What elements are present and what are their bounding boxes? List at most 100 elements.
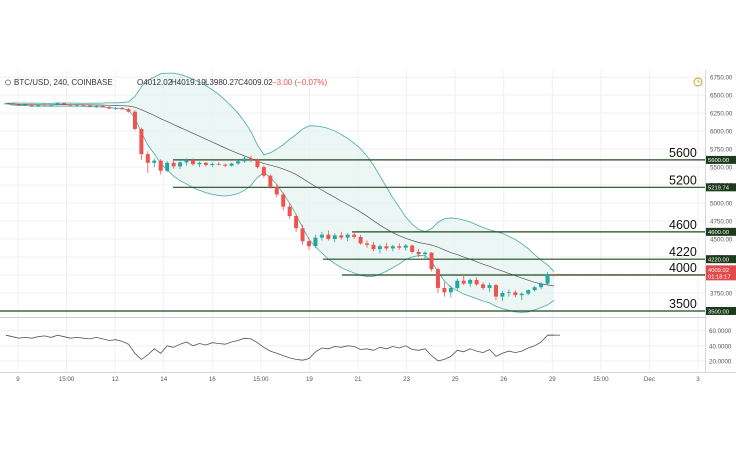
level-label-5200: 5200: [669, 173, 697, 187]
candle-body: [229, 163, 234, 166]
candle-body: [397, 246, 402, 248]
candle-body: [268, 175, 273, 187]
candle-body: [461, 280, 466, 284]
candle-body: [500, 292, 505, 297]
candle-body: [171, 162, 176, 167]
candle-body: [326, 234, 331, 240]
candle-body: [242, 158, 247, 162]
candle-body: [455, 280, 460, 288]
candle-body: [493, 285, 498, 297]
candle-body: [300, 228, 305, 242]
candle-body: [390, 246, 395, 249]
candle-body: [62, 103, 67, 105]
candle-body: [248, 158, 253, 160]
candle-body: [216, 163, 221, 165]
candle-body: [345, 234, 350, 238]
lower-band-line: [5, 102, 555, 313]
candle-body: [165, 162, 170, 171]
chart-header: BTC/USD, 240, COINBASE O4012.02 H4019.19…: [5, 78, 327, 87]
candle-body: [29, 104, 34, 106]
open-value: O4012.02: [137, 78, 173, 87]
candle-body: [481, 284, 486, 288]
time-tick-label: 9: [16, 376, 20, 383]
candle-body: [87, 105, 92, 107]
level-label-5600: 5600: [669, 146, 697, 160]
candle-body: [416, 251, 421, 255]
candle-body: [539, 283, 544, 288]
candle-body: [113, 107, 118, 109]
candle-body: [81, 105, 86, 106]
candle-body: [49, 104, 54, 106]
level-label-4600: 4600: [669, 218, 697, 232]
candle-body: [255, 159, 260, 168]
candle-body: [178, 162, 183, 167]
level-tag-4220: [706, 255, 736, 264]
candle-body: [184, 159, 189, 163]
level-tag-5600: [706, 155, 736, 164]
candle-body: [42, 104, 47, 106]
candle-body: [281, 194, 286, 207]
rsi-tick-label: 40.0000: [709, 343, 732, 350]
high-value: H4019.19: [171, 78, 206, 87]
time-tick-label: 15:00: [253, 376, 269, 383]
price-tick-label: 5500.00: [710, 165, 733, 172]
candle-body: [139, 128, 144, 155]
time-tick-label: 26: [500, 376, 507, 383]
candle-body: [487, 285, 492, 288]
time-tick-label: 14: [160, 376, 167, 383]
clock-icon[interactable]: [693, 77, 703, 87]
candle-body: [68, 104, 73, 106]
candle-body: [55, 103, 60, 105]
candle-body: [100, 105, 105, 108]
price-tick-label: 4750.00: [710, 219, 733, 226]
middle-band-line: [5, 103, 555, 287]
time-tick-label: 21: [355, 376, 362, 383]
time-tick-label: 23: [403, 376, 410, 383]
time-tick-label: 3: [696, 376, 700, 383]
candle-body: [126, 109, 131, 112]
support-resistance-levels: 5600 5200 4600 4220 4000 3500: [0, 146, 705, 312]
bar-countdown-text: 01:18:17: [708, 274, 731, 280]
time-axis: 9 15:00 12 14 16 15:00 19 21 23 25 26 29 15:00 Dec 3: [16, 376, 700, 383]
candle-body: [94, 105, 99, 107]
candle-body: [365, 243, 370, 245]
level-tag-text-5600: 5600.00: [708, 158, 729, 164]
time-tick-label: 12: [112, 376, 119, 383]
candle-body: [371, 244, 376, 250]
level-tag-text-4600: 4600.00: [708, 230, 729, 236]
candle-body: [145, 154, 150, 163]
time-tick-label: 15:00: [59, 376, 75, 383]
symbol-label: BTC/USD, 240, COINBASE: [14, 78, 113, 87]
price-tags: 5600.005219.744600.004220.004000.003500.…: [706, 155, 736, 315]
candle-body: [429, 252, 434, 270]
last-price-text: 4009.02: [708, 268, 729, 274]
price-tick-label: 6750.00: [710, 75, 733, 82]
candle-body: [236, 161, 241, 164]
candle-body: [332, 235, 337, 240]
candle-body: [474, 280, 479, 285]
candle-body: [107, 107, 112, 109]
candle-body: [261, 167, 266, 176]
candle-body: [377, 246, 382, 250]
close-value: C4009.02: [238, 78, 273, 87]
candle-body: [4, 103, 8, 105]
candle-body: [74, 105, 79, 106]
candle-body: [36, 104, 41, 106]
price-tick-label: 3750.00: [710, 290, 733, 297]
price-tick-label: 4500.00: [710, 237, 733, 244]
candle-body: [158, 160, 163, 171]
candle-body: [23, 104, 28, 106]
rsi-indicator: [5, 334, 560, 362]
candle-body: [210, 163, 215, 165]
candle-body: [152, 160, 157, 163]
price-tick-label: 5750.00: [710, 147, 733, 154]
rsi-tick-label: 20.0000: [709, 358, 732, 365]
candle-body: [468, 280, 473, 284]
candle-body: [513, 292, 518, 296]
time-tick-label: 15:00: [593, 376, 609, 383]
candle-body: [384, 246, 389, 249]
level-tag-5200: [706, 183, 736, 192]
candle-body: [545, 274, 550, 284]
candle-body: [358, 236, 363, 244]
